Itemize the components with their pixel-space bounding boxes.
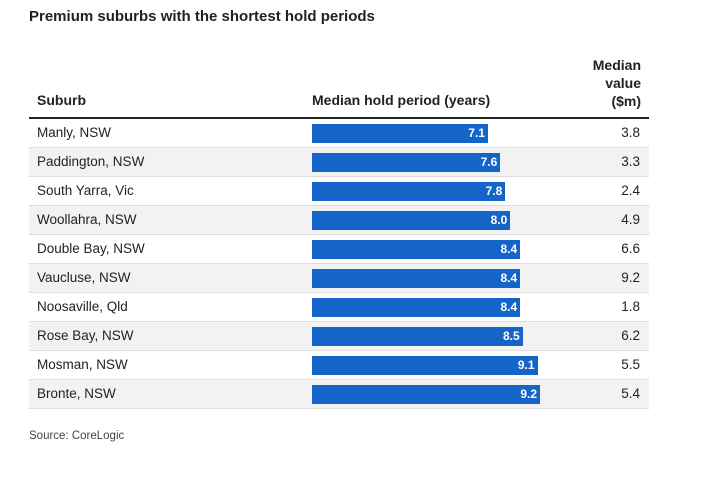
hold-period-data-label: 8.4 [500,271,518,285]
hold-period-bar: 8.5 [312,327,523,346]
column-header-median-value-line1: Median [592,57,641,73]
hold-period-data-label: 8.4 [500,300,518,314]
hold-period-bar: 8.4 [312,298,521,317]
hold-period-bar: 9.1 [312,356,538,375]
table-row: Noosaville, Qld 8.4 1.8 [29,293,649,322]
chart-table-body: Manly, NSW 7.1 3.8 Paddington, NSW 7.6 3.3 Sou… [29,119,649,409]
median-value-cell: 1.8 [621,299,640,314]
median-value-cell: 3.8 [621,125,640,140]
hold-period-data-label: 7.8 [485,184,503,198]
hold-period-bar: 8.0 [312,211,511,230]
suburb-label: South Yarra, Vic [37,183,134,198]
column-header-hold-period: Median hold period (years) [312,92,491,108]
median-value-cell: 9.2 [621,270,640,285]
suburb-label: Noosaville, Qld [37,299,128,314]
median-value-cell: 5.4 [621,386,640,401]
suburb-label: Bronte, NSW [37,386,116,401]
table-row: Mosman, NSW 9.1 5.5 [29,351,649,380]
column-header-suburb: Suburb [37,92,86,108]
hold-period-bar: 9.2 [312,385,540,404]
hold-period-bar: 7.6 [312,153,501,172]
median-value-cell: 6.2 [621,328,640,343]
hold-period-data-label: 8.0 [490,213,508,227]
table-row: Vaucluse, NSW 8.4 9.2 [29,264,649,293]
hold-period-data-label: 7.1 [468,126,485,140]
suburb-label: Vaucluse, NSW [37,270,131,285]
table-row: Bronte, NSW 9.2 5.4 [29,380,649,409]
table-row: Double Bay, NSW 8.4 6.6 [29,235,649,264]
median-value-cell: 6.6 [621,241,640,256]
column-header-median-value-line2: value [605,75,641,91]
hold-period-data-label: 8.5 [502,329,520,343]
hold-period-bar: 8.4 [312,240,521,259]
median-value-cell: 4.9 [621,212,640,227]
table-row: Rose Bay, NSW 8.5 6.2 [29,322,649,351]
hold-period-data-label: 9.1 [517,358,535,372]
column-header-median-value-line3: ($m) [611,93,641,109]
source-note: Source: CoreLogic [29,430,125,442]
table-row: Woollahra, NSW 8.0 4.9 [29,206,649,235]
suburb-label: Rose Bay, NSW [37,328,134,343]
hold-period-data-label: 9.2 [520,387,537,401]
header-rule [29,117,649,119]
table-row: South Yarra, Vic 7.8 2.4 [29,177,649,206]
hold-period-bar: 7.1 [312,124,488,143]
suburb-label: Mosman, NSW [37,357,128,372]
median-value-cell: 3.3 [621,154,640,169]
median-value-cell: 5.5 [621,357,640,372]
hold-period-data-label: 8.4 [500,242,518,256]
table-row: Paddington, NSW 7.6 3.3 [29,148,649,177]
suburb-label: Paddington, NSW [37,154,145,169]
suburb-label: Double Bay, NSW [37,241,145,256]
suburb-label: Manly, NSW [37,125,112,140]
suburb-label: Woollahra, NSW [37,212,137,227]
hold-period-data-label: 7.6 [480,155,498,169]
hold-period-bar: 7.8 [312,182,506,201]
hold-period-bar: 8.4 [312,269,521,288]
chart-title: Premium suburbs with the shortest hold p… [29,8,375,25]
median-value-cell: 2.4 [621,183,640,198]
column-header-median-value: Median value ($m) [561,56,641,110]
table-row: Manly, NSW 7.1 3.8 [29,119,649,148]
